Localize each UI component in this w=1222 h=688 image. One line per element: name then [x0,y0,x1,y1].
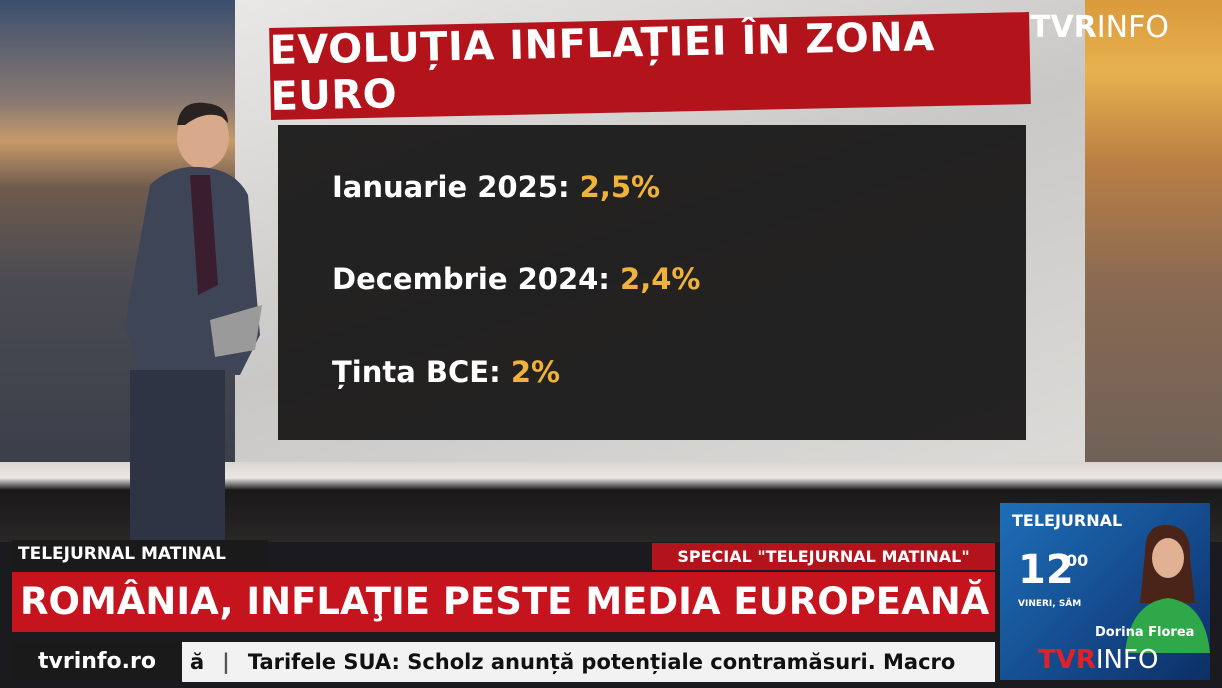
promo-hour: 12 [1018,547,1074,593]
logo-brand: TVR [1030,10,1097,45]
promo-minutes: 00 [1066,551,1089,570]
city-backdrop [1075,0,1222,470]
show-label: TELEJURNAL MATINAL [12,540,268,568]
info-line: Ianuarie 2025: 2,5% [332,170,660,204]
promo-presenter: Dorina Florea [1095,625,1195,640]
promo-days: VINERI, SÂM [1018,599,1082,609]
logo-suffix: INFO [1096,10,1169,45]
info-line: Ținta BCE: 2% [332,355,560,389]
promo-box: TELEJURNAL 12 00 VINERI, SÂM Dorina Flor… [1000,503,1210,680]
presenter [125,102,262,540]
info-value: 2% [510,355,561,389]
screen-title-banner: EVOLUȚIA INFLAȚIEI ÎN ZONA EURO [269,12,1031,120]
promo-brand: TVR [1038,645,1096,675]
promo-show: TELEJURNAL [1012,511,1123,530]
info-line: Decembrie 2024: 2,4% [332,262,700,296]
ticker-separator: | [222,650,230,674]
ticker-item: Tarifele SUA: Scholz anunță potențiale c… [247,650,956,674]
info-value: 2,5% [579,170,661,204]
channel-logo: TVRINFO [1030,10,1169,45]
screen-title: EVOLUȚIA INFLAȚIEI ÎN ZONA EURO [269,14,936,120]
info-value: 2,4% [620,262,701,296]
info-label: Ținta BCE: [332,355,501,389]
headline: ROMÂNIA, INFLAŢIE PESTE MEDIA EUROPEANĂ [12,572,995,632]
website: tvrinfo.ro [12,642,182,682]
info-panel [278,125,1026,440]
promo-logo: TVRINFO [1038,645,1158,675]
ticker: ă | Tarifele SUA: Scholz anunță potențiale… [190,642,995,682]
presenter-photo [1125,524,1210,653]
ticker-item: ă [190,650,205,674]
info-label: Ianuarie 2025: [332,170,570,204]
special-label: SPECIAL "TELEJURNAL MATINAL" [652,543,995,570]
info-label: Decembrie 2024: [332,262,610,296]
promo-suffix: INFO [1095,645,1159,675]
